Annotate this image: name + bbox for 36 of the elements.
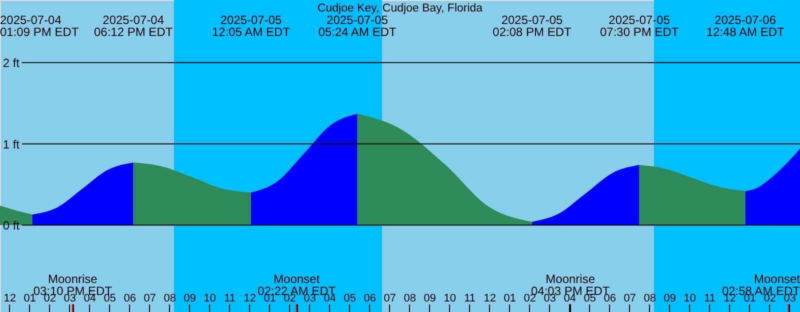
- x-tick-label: 04: [564, 292, 576, 304]
- x-tick-label: 11: [464, 292, 476, 304]
- x-tick-label: 07: [144, 292, 156, 304]
- x-tick-label: 12: [484, 292, 496, 304]
- x-tick-label: 11: [704, 292, 716, 304]
- x-tick-label: 06: [124, 292, 136, 304]
- x-tick-label: 10: [444, 292, 456, 304]
- x-tick-label: 09: [184, 292, 196, 304]
- x-tick-label: 01: [504, 292, 516, 304]
- x-tick-label: 05: [104, 292, 116, 304]
- annotation: 2025-07-05 12:05 AM EDT: [212, 13, 291, 39]
- y-tick-label: 1 ft: [2, 137, 20, 152]
- y-tick-label: 2 ft: [2, 56, 20, 70]
- x-tick-label: 05: [344, 292, 356, 304]
- x-tick-label: 03: [64, 292, 76, 304]
- annotation: 2025-07-05 02:08 PM EDT: [492, 13, 572, 39]
- x-tick-label: 02: [284, 292, 296, 304]
- x-tick-label: 01: [24, 292, 36, 304]
- x-tick-label: 09: [664, 292, 676, 304]
- x-tick-label: 06: [604, 292, 616, 304]
- x-tick-label: 11: [224, 292, 236, 304]
- x-tick-label: 06: [364, 292, 376, 304]
- annotation: 2025-07-04 06:12 PM EDT: [94, 13, 174, 39]
- x-tick-label: 08: [404, 292, 416, 304]
- x-tick-label: 12: [244, 292, 256, 304]
- x-tick-label: 10: [684, 292, 696, 304]
- x-tick-label: 07: [384, 292, 396, 304]
- x-tick-label: 12: [4, 292, 16, 304]
- chart-title: Cudjoe Key, Cudjoe Bay, Florida: [317, 2, 484, 14]
- x-tick-label: 10: [204, 292, 216, 304]
- x-tick-label: 07: [624, 292, 636, 304]
- annotation: 2025-07-04 01:09 PM EDT: [0, 13, 80, 39]
- x-tick-label: 04: [84, 292, 96, 304]
- annotation: 2025-07-06 12:48 AM EDT: [706, 13, 786, 39]
- x-tick-label: 02: [524, 292, 536, 304]
- x-tick-label: 09: [424, 292, 436, 304]
